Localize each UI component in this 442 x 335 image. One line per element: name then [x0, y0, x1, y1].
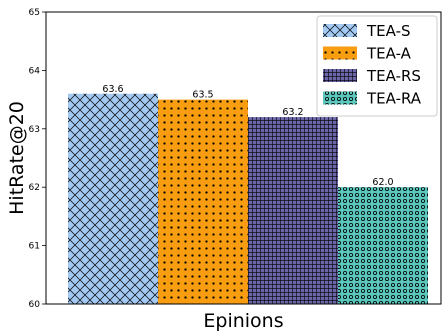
bar-hatch-tea-rs — [248, 117, 338, 305]
y-tick-label: 63 — [29, 125, 40, 135]
bar-hatch-tea-ra — [338, 187, 428, 304]
y-tick-label: 65 — [29, 8, 40, 18]
legend-label: TEA-S — [366, 22, 411, 40]
bar-hatch-tea-s — [68, 93, 158, 304]
bar-hatch-tea-a — [158, 99, 248, 304]
bar-value-label: 63.2 — [282, 107, 303, 118]
legend-box — [316, 15, 438, 117]
y-axis-label: HitRate@20 — [6, 101, 28, 215]
y-tick-label: 62 — [29, 183, 40, 193]
bar-value-label: 63.6 — [102, 84, 123, 95]
y-axis: 60 61 62 63 64 65 — [29, 8, 46, 310]
x-axis-label: Epinions — [203, 310, 283, 332]
legend-label: TEA-RS — [366, 67, 421, 85]
bars-group — [68, 93, 428, 305]
bar-value-label: 63.5 — [192, 90, 213, 101]
legend-swatch-hatch — [323, 69, 357, 82]
y-tick-label: 60 — [29, 300, 41, 310]
legend-swatch-hatch — [323, 24, 357, 37]
legend: TEA-S TEA-A TEA-RS TEA-RA — [316, 15, 438, 117]
legend-label: TEA-A — [366, 45, 412, 63]
legend-swatch-hatch — [323, 91, 357, 105]
value-labels-group: 63.6 63.5 63.2 62.0 — [102, 84, 393, 188]
legend-swatch-hatch — [323, 46, 357, 60]
y-tick-label: 61 — [29, 242, 40, 252]
y-tick-label: 64 — [29, 66, 41, 76]
plot-frame — [45, 11, 442, 305]
legend-label: TEA-RA — [366, 90, 422, 108]
bar-value-label: 62.0 — [372, 177, 393, 188]
